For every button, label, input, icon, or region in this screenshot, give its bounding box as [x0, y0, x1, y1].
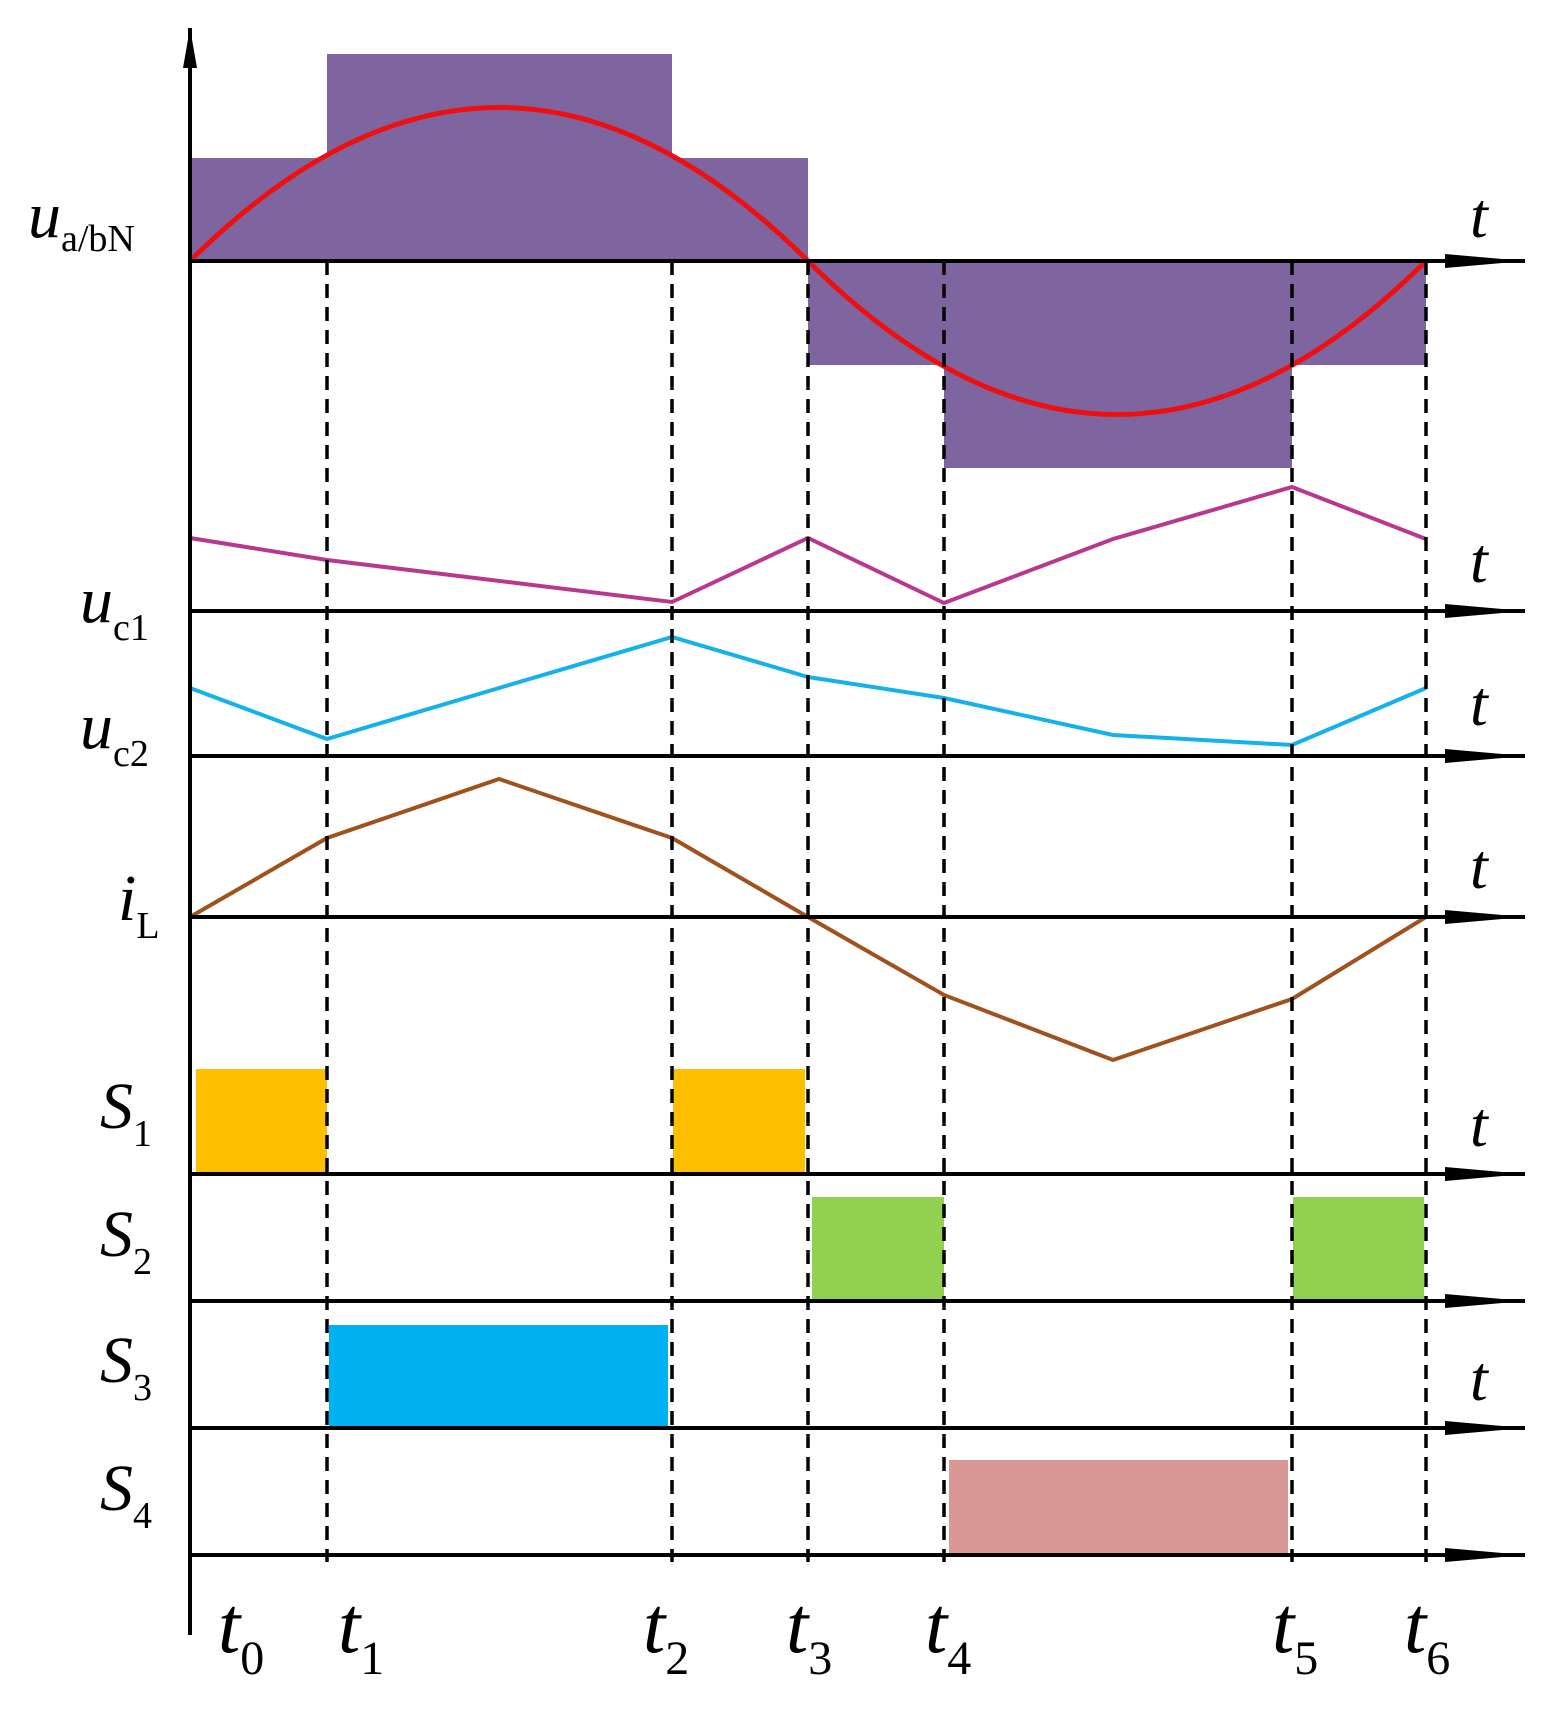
marker-label-t0: t0 [218, 1582, 264, 1685]
label-uc1: uc1 [80, 564, 149, 649]
stair-block-1 [327, 54, 672, 261]
t-label-ua: t [1470, 180, 1490, 251]
label-uc2: uc2 [80, 690, 149, 775]
s2-pulse-0 [812, 1197, 944, 1301]
marker-label-t4: t4 [925, 1582, 971, 1685]
uc1-trace [189, 484, 1427, 606]
fill-layer [190, 54, 1426, 1555]
t-label-uc2: t [1470, 668, 1490, 739]
s1-pulse-1 [673, 1069, 805, 1174]
s1-pulse-0 [196, 1069, 327, 1174]
label-s4: S4 [100, 1452, 152, 1537]
t-label-s3: t [1470, 1343, 1490, 1414]
marker-label-t5: t5 [1272, 1582, 1318, 1685]
time-marker-labels: t0 t1 t2 t3 t4 t5 t6 [218, 1582, 1450, 1685]
channel-labels: ua/bN uc1 uc2 iL S1 S2 S3 S4 [28, 179, 160, 1537]
label-il: iL [118, 862, 160, 947]
s2-pulse-1 [1293, 1197, 1424, 1301]
time-axis-labels: t t t t t t [1470, 180, 1490, 1414]
t-label-il: t [1470, 831, 1490, 902]
axes-layer [183, 28, 1525, 1635]
s4-pulse-0 [949, 1460, 1288, 1555]
stair-block-0 [190, 158, 327, 261]
label-ua: ua/bN [28, 179, 135, 260]
t-label-uc1: t [1470, 525, 1490, 596]
marker-label-t6: t6 [1404, 1582, 1450, 1685]
marker-label-t3: t3 [786, 1582, 832, 1685]
label-s1: S1 [100, 1070, 152, 1155]
label-s2: S2 [100, 1198, 152, 1283]
marker-label-t2: t2 [643, 1582, 689, 1685]
stair-block-4 [944, 261, 1292, 468]
time-marker-lines [325, 261, 1428, 1562]
t-label-s1: t [1470, 1089, 1490, 1160]
marker-label-t1: t1 [338, 1582, 384, 1685]
label-s3: S3 [100, 1324, 152, 1409]
stair-block-5 [1292, 261, 1426, 365]
s3-pulse-0 [329, 1325, 668, 1428]
stair-block-3 [808, 261, 944, 365]
stair-block-2 [672, 158, 808, 261]
